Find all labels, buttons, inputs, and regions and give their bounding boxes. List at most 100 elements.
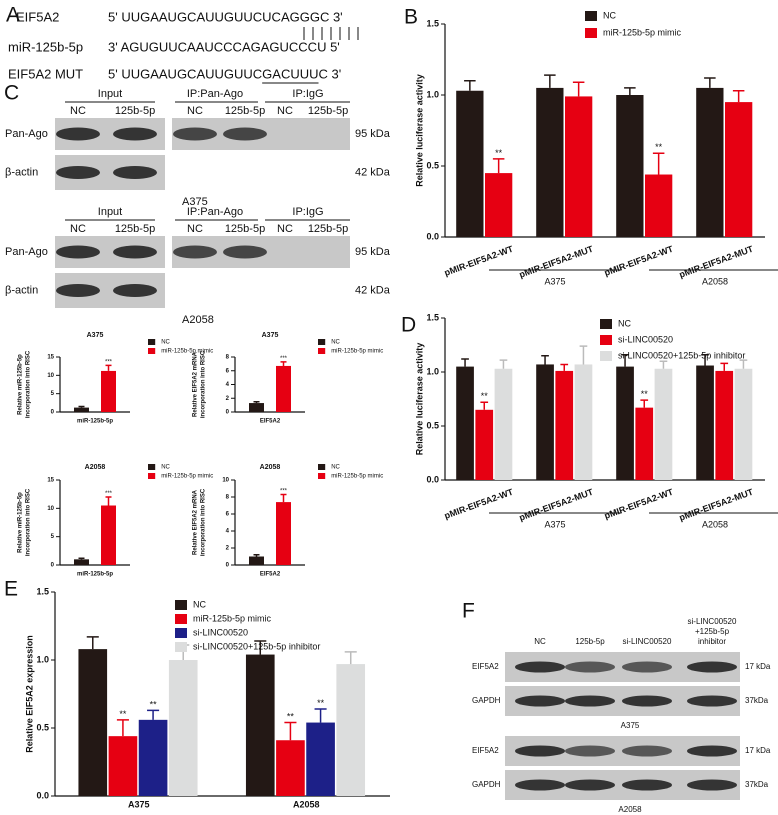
sequence-part: GACUUU: [262, 66, 318, 81]
band: [56, 284, 100, 297]
sequence-part: 5' UUGAAUGCAUUGUUC: [108, 66, 262, 81]
bar: [725, 102, 753, 237]
sequence-name: miR-125b-5p: [8, 39, 83, 54]
y-tick-label: 4: [226, 382, 230, 388]
bar: [336, 664, 366, 796]
bar: [101, 505, 116, 565]
error-bar: [280, 493, 287, 503]
band: [687, 695, 737, 707]
legend-label: miR-125b-5p mimic: [161, 474, 213, 480]
error-bar: [254, 640, 267, 655]
error-bar: [105, 496, 112, 506]
sequence: 5' UUGAAUGCAUUGUUCUCAGGGC 3': [108, 9, 343, 24]
legend-swatch: [175, 614, 187, 624]
error-bar: [147, 709, 160, 720]
band: [565, 779, 615, 791]
y-tick-label: 0: [51, 410, 55, 416]
y-tick-label: 8: [226, 495, 230, 501]
lane-label: 125b-5p: [575, 637, 605, 646]
x-tick-label: pMIR-EIF5A2-WT: [443, 487, 515, 521]
bar: [74, 559, 89, 565]
lane-label: inhibitor: [698, 637, 726, 646]
y-tick-label: 15: [47, 478, 54, 484]
legend-swatch: [318, 464, 326, 470]
legend-label: miR-125b-5p mimic: [331, 349, 383, 355]
error-bar: [544, 74, 556, 88]
blot-row-label: β-actin: [5, 166, 38, 178]
error-bar: [253, 554, 260, 557]
panel-label: F: [462, 600, 475, 623]
lane-label: NC: [70, 223, 86, 235]
legend-label: NC: [161, 340, 170, 346]
bar: [306, 722, 335, 796]
legend-label: NC: [618, 318, 631, 328]
bar: [645, 174, 673, 237]
sequence-name: EIF5A2 MUT: [8, 66, 83, 81]
error-bar: [499, 359, 508, 369]
blot-header: IP:IgG: [292, 206, 323, 218]
bar: [108, 736, 138, 796]
panel-label: C: [4, 82, 19, 105]
y-axis-label: Relative miR-125b-5p: [18, 354, 24, 415]
band: [113, 284, 157, 297]
lane-label: 125b-5p: [225, 223, 265, 235]
significance: ***: [280, 356, 288, 362]
error-bar: [704, 77, 716, 88]
cell-line: A2058: [182, 314, 214, 326]
lane-label: +125b-5p: [695, 627, 730, 636]
blot-header: IP:IgG: [292, 88, 323, 100]
lane-label: 125b-5p: [308, 105, 348, 117]
y-tick-label: 8: [226, 355, 230, 361]
bar: [616, 366, 634, 480]
cell-line: A375: [182, 196, 208, 208]
x-tick-label: miR-125b-5p: [77, 419, 113, 425]
error-bar: [116, 719, 129, 737]
cell-line: A2058: [618, 805, 642, 814]
bar: [276, 740, 305, 796]
band: [515, 745, 565, 757]
y-axis-label: incorporation into RISC: [201, 488, 207, 556]
error-bar: [652, 152, 665, 175]
band: [56, 166, 100, 179]
x-tick-label: EIF5A2: [260, 419, 281, 425]
group-label: A2058: [702, 519, 728, 529]
y-axis-label: incorporation into RISC: [201, 350, 207, 418]
band: [687, 661, 737, 673]
y-tick-label: 6: [226, 368, 230, 374]
group-label: A2058: [702, 276, 728, 286]
y-tick-label: 1.5: [426, 18, 439, 28]
x-tick-label: A2058: [293, 799, 320, 809]
blot-size: 17 kDa: [745, 662, 771, 671]
significance: **: [495, 148, 503, 158]
band: [56, 245, 100, 259]
band: [515, 779, 565, 791]
legend-label: NC: [331, 340, 340, 346]
y-tick-label: 0.5: [36, 722, 49, 732]
bar: [74, 407, 89, 412]
bar: [456, 366, 474, 480]
y-tick-label: 1.5: [426, 312, 439, 322]
y-tick-label: 1.0: [426, 89, 439, 99]
y-axis-label: incorporation into RISC: [26, 488, 32, 556]
band: [565, 695, 615, 707]
blot-row-label: Pan-Ago: [5, 246, 48, 258]
blot-row-label: Pan-Ago: [5, 128, 48, 140]
bar: [101, 370, 116, 412]
legend-swatch: [585, 28, 597, 38]
x-tick-label: pMIR-EIF5A2-MUT: [678, 487, 755, 523]
x-tick-label: miR-125b-5p: [77, 572, 113, 578]
error-bar: [314, 708, 327, 723]
legend-swatch: [175, 600, 187, 610]
band: [223, 245, 267, 259]
legend-swatch: [318, 473, 326, 479]
blot-size: 42 kDa: [355, 284, 391, 296]
significance: **: [287, 712, 295, 722]
legend-label: si-LINC00520+125b-5p inhibitor: [618, 350, 745, 360]
error-bar: [572, 81, 585, 97]
bar: [574, 364, 593, 480]
legend-swatch: [585, 11, 597, 21]
group-label: A375: [544, 519, 565, 529]
y-axis-label: Relative EIF5A2 mRNA: [193, 351, 199, 417]
error-bar: [280, 361, 287, 366]
error-bar: [86, 636, 99, 650]
